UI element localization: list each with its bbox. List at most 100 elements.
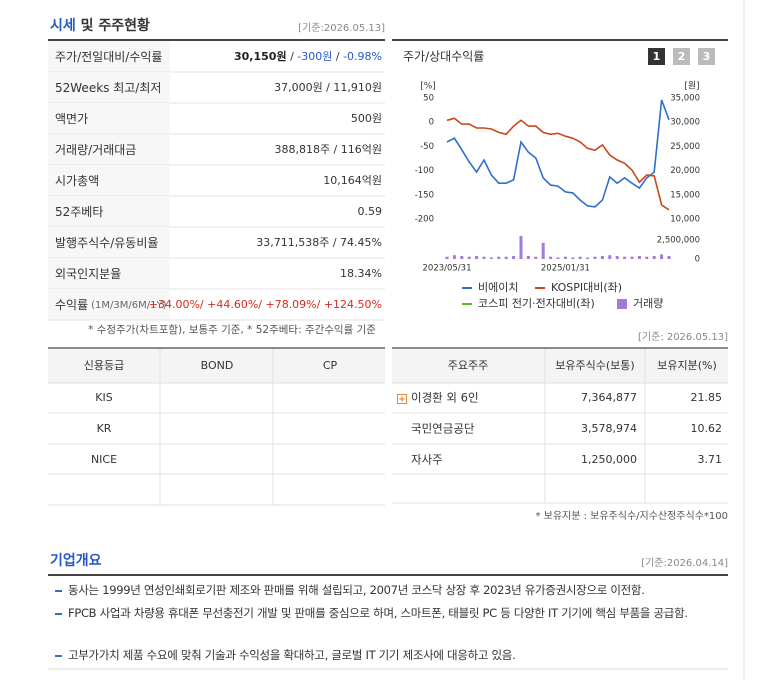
value-part: 388,818주 / 116억원 (274, 143, 382, 156)
volume-bar (645, 256, 649, 259)
bullet (55, 590, 62, 592)
date: [기준:2026.04.14] (641, 557, 728, 569)
table-header: CP (323, 359, 338, 372)
note: * 보유지분 : 보유주식수/지수산정주식수*100 (535, 510, 728, 522)
overview-item: 동사는 1999년 연성인쇄회로기판 제조와 판매를 위해 설립되고, 2007… (68, 583, 645, 597)
table-header: 신용등급 (84, 359, 124, 372)
section-title: 시세 및 주주현황 (50, 17, 150, 34)
tab[interactable]: 3 (703, 50, 711, 63)
volume-bar (593, 256, 597, 259)
y2-tick-label: 35,000 (670, 94, 700, 104)
legend-label: 비에이치 (478, 281, 518, 294)
row-value: 388,818주 / 116억원 (274, 143, 382, 156)
value-part: / (287, 50, 298, 63)
holder-name: 국민연금공단 (411, 422, 475, 436)
holder-pct: 10.62 (691, 422, 723, 435)
section-title: 기업개요 (50, 553, 102, 569)
y2-tick-label: 10,000 (670, 215, 700, 225)
row-value: +34.00%/ +44.60%/ +78.09%/ +124.50% (149, 298, 382, 311)
label-cell (48, 72, 170, 103)
y2-label: [원] (684, 81, 699, 92)
series-line (446, 99, 670, 208)
holder-name: 자사주 (411, 453, 443, 467)
legend-swatch (617, 299, 627, 309)
label-cell (48, 196, 170, 227)
volume-bar (519, 236, 523, 259)
value-part: +34.00%/ +44.60%/ +78.09%/ +124.50% (149, 298, 382, 311)
label-text: 52Weeks 최고/최저 (55, 81, 161, 95)
label-text: 수익률 (55, 298, 88, 312)
volume-bar (541, 242, 545, 259)
tab-box[interactable] (698, 48, 715, 65)
volume-bar (608, 255, 612, 259)
volume-bar (630, 256, 634, 259)
y2-tick-label: 30,000 (670, 118, 700, 128)
label-cell (48, 258, 170, 289)
volume-tick-label: 0 (695, 255, 700, 265)
row-value: 500원 (351, 112, 382, 125)
row-label: 주가/전일대비/수익률 (55, 50, 162, 64)
y-tick-label: -50 (420, 142, 434, 152)
y-label: [%] (420, 82, 436, 92)
legend-label: KOSPI대비(좌) (551, 281, 622, 294)
expand-plus[interactable] (399, 396, 405, 402)
row-label: 발행주식수/유동비율 (55, 235, 158, 250)
volume-bar (497, 256, 501, 259)
y2-tick-label: 20,000 (670, 166, 700, 176)
y-tick-label: -100 (415, 166, 434, 176)
volume-bar (563, 256, 567, 259)
volume-bar (623, 256, 627, 259)
y2-tick-label: 25,000 (670, 142, 700, 152)
tab[interactable]: 1 (653, 50, 661, 63)
date: [기준: 2026.05.13] (638, 331, 728, 343)
bullet (55, 613, 62, 615)
chart-title: 주가/상대수익률 (403, 50, 484, 64)
tab-box[interactable] (673, 48, 690, 65)
y2-tick-label: 15,000 (670, 190, 700, 200)
overview-item: FPCB 사업과 차량용 휴대폰 무선충전기 개발 및 판매를 중심으로 하며,… (68, 606, 688, 620)
volume-bar (512, 255, 516, 259)
value-part: -300원 (297, 50, 332, 63)
volume-bar (637, 255, 641, 259)
volume-bar (667, 255, 671, 259)
holder-shares: 7,364,877 (581, 391, 637, 404)
holder-pct: 21.85 (691, 391, 723, 404)
label-cell (48, 41, 170, 72)
header-row (392, 349, 728, 383)
value-part: 33,711,538주 / 74.45% (256, 236, 382, 249)
volume-bar (445, 256, 449, 259)
holder-pct: 3.71 (698, 453, 723, 466)
x-tick-label: 2025/01/31 (541, 264, 590, 274)
volume-bar (586, 257, 590, 259)
legend-label: 코스피 전기·전자대비(좌) (478, 297, 595, 310)
row-label: 52Weeks 최고/최저 (55, 81, 161, 95)
agency: KR (97, 422, 112, 435)
table-header: BOND (201, 359, 234, 372)
label-sub: (1M/3M/6M/1Y) (91, 300, 166, 311)
label-text: 발행주식수/유동비율 (55, 235, 158, 250)
volume-bar (504, 256, 508, 259)
holder-shares: 3,578,974 (581, 422, 637, 435)
volume-bar (578, 256, 582, 259)
row-value: 30,150원 / -300원 / -0.98% (234, 49, 382, 63)
volume-bar (600, 255, 604, 259)
y-tick-label: -150 (415, 190, 434, 200)
volume-bar (467, 256, 471, 259)
y-tick-label: 0 (429, 118, 434, 128)
volume-bar (615, 255, 619, 259)
volume-bar (571, 257, 575, 259)
label-text: 시가총액 (55, 174, 99, 188)
tab[interactable]: 2 (678, 50, 686, 63)
row-label: 수익률 (1M/3M/6M/1Y) (55, 298, 167, 312)
value-part: -0.98% (343, 50, 382, 63)
table-header: 보유지분(%) (657, 359, 717, 372)
value-part: 18.34% (340, 267, 382, 280)
row-label: 거래량/거래대금 (55, 143, 136, 157)
tab-box[interactable] (648, 48, 665, 65)
volume-tick-label: 2,500,000 (657, 235, 700, 245)
note: * 수정주가(차트포함), 보통주 기준, * 52주베타: 주간수익률 기준 (88, 324, 376, 336)
row-label: 시가총액 (55, 174, 99, 188)
legend-label: 거래량 (633, 297, 663, 310)
volume-bar (549, 256, 553, 259)
volume-bar (526, 255, 530, 259)
